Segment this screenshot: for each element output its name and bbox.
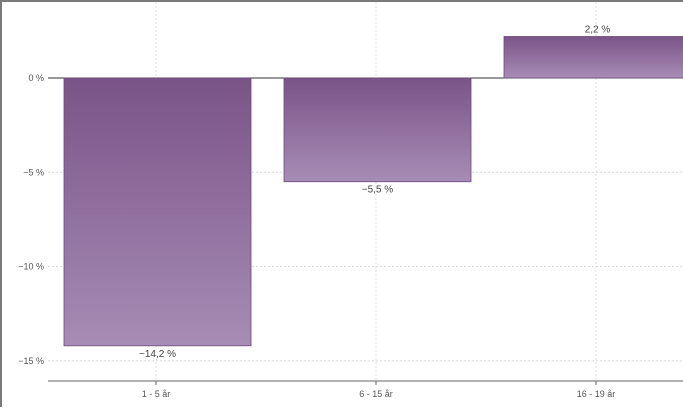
y-tick-label: −15 %: [18, 356, 44, 366]
bars-layer: [63, 36, 683, 347]
bar-1: [63, 77, 252, 347]
data-label-2: −5,5 %: [362, 185, 394, 196]
data-label-3: 2,2 %: [585, 25, 611, 36]
x-tick-label: 6 - 15 år: [359, 389, 393, 399]
y-tick-label: −5 %: [23, 167, 44, 177]
bar-3: [503, 36, 683, 79]
labels-layer: 0 % −5 % −10 % −15 % −14,2 % −5,5 % 2,2 % 1 - 5…: [18, 25, 615, 399]
y-tick-label: 0 %: [28, 73, 44, 83]
x-tick-label: 1 - 5 år: [142, 389, 171, 399]
x-tick-label: 16 - 19 år: [577, 389, 616, 399]
data-label-1: −14,2 %: [139, 349, 176, 360]
bar-2: [283, 77, 472, 183]
y-tick-label: −10 %: [18, 262, 44, 272]
